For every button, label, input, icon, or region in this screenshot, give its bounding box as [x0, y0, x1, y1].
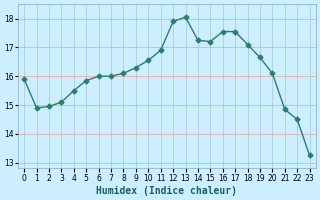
X-axis label: Humidex (Indice chaleur): Humidex (Indice chaleur)	[96, 186, 237, 196]
